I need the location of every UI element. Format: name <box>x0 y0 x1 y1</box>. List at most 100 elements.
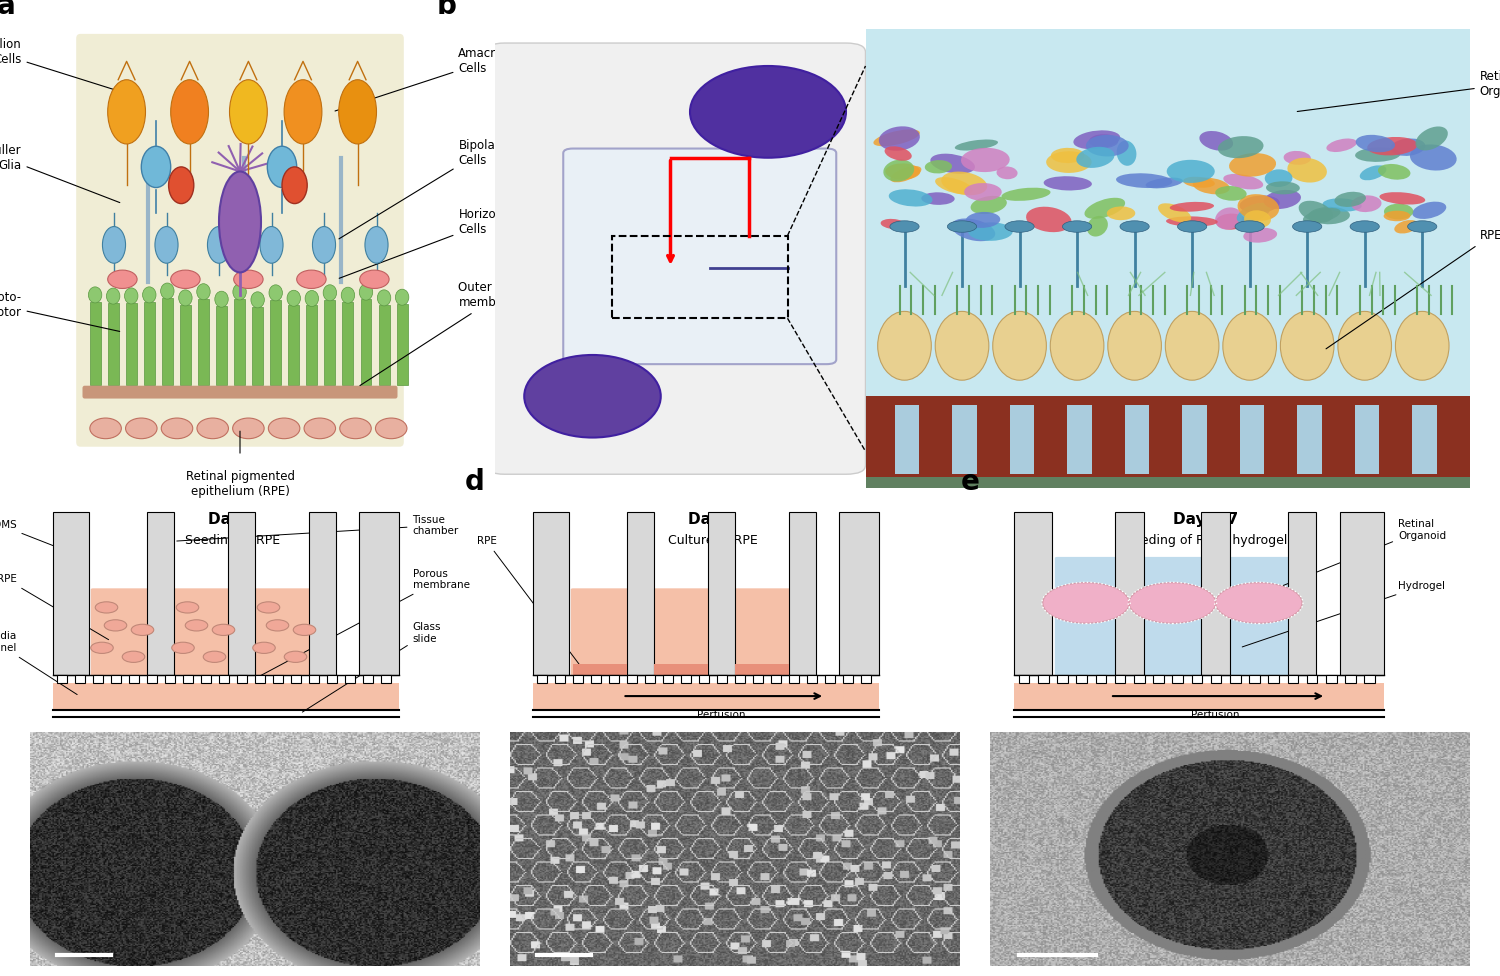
Ellipse shape <box>1323 198 1362 212</box>
Bar <box>216 306 226 385</box>
Bar <box>735 664 789 674</box>
Ellipse shape <box>878 311 932 381</box>
Text: c: c <box>0 468 2 496</box>
Text: RPE: RPE <box>477 536 580 666</box>
Bar <box>234 299 244 385</box>
FancyBboxPatch shape <box>486 43 866 474</box>
Text: Photo-
receptor: Photo- receptor <box>0 291 120 332</box>
Ellipse shape <box>214 291 228 307</box>
Ellipse shape <box>1366 137 1417 155</box>
Ellipse shape <box>251 292 264 307</box>
Bar <box>573 674 584 682</box>
Bar <box>1326 674 1336 682</box>
Ellipse shape <box>993 311 1047 381</box>
Bar <box>1354 405 1380 474</box>
Bar <box>699 674 709 682</box>
Ellipse shape <box>1088 216 1108 236</box>
Ellipse shape <box>1116 141 1137 166</box>
Ellipse shape <box>1167 160 1215 183</box>
Ellipse shape <box>1166 311 1219 381</box>
Bar <box>865 29 1470 488</box>
Text: Perfusion: Perfusion <box>698 710 746 719</box>
Bar <box>126 303 136 385</box>
Ellipse shape <box>268 418 300 438</box>
Ellipse shape <box>1266 182 1300 194</box>
Bar <box>342 303 354 385</box>
Bar <box>1287 512 1317 674</box>
Bar <box>1014 512 1053 674</box>
Bar <box>1014 682 1383 710</box>
Bar <box>1058 674 1068 682</box>
Bar <box>1269 674 1280 682</box>
Ellipse shape <box>1215 186 1246 201</box>
Text: a: a <box>0 0 15 20</box>
Ellipse shape <box>284 80 322 143</box>
Ellipse shape <box>1410 144 1456 171</box>
Bar <box>1019 674 1029 682</box>
Bar <box>532 682 879 710</box>
Ellipse shape <box>966 212 1000 228</box>
Ellipse shape <box>230 80 267 143</box>
Circle shape <box>294 625 316 635</box>
Ellipse shape <box>1107 206 1136 221</box>
Bar <box>198 299 208 385</box>
Ellipse shape <box>1062 221 1092 232</box>
Bar <box>93 674 104 682</box>
Ellipse shape <box>1002 187 1050 201</box>
Ellipse shape <box>1170 202 1214 212</box>
Ellipse shape <box>921 192 954 205</box>
Bar <box>288 305 298 385</box>
Text: Perfusion: Perfusion <box>1191 710 1240 719</box>
Ellipse shape <box>297 270 326 289</box>
Ellipse shape <box>304 418 336 438</box>
Bar <box>252 306 262 385</box>
Ellipse shape <box>1284 151 1311 165</box>
Ellipse shape <box>234 270 262 289</box>
Ellipse shape <box>1326 139 1358 152</box>
Bar <box>573 664 627 674</box>
Text: Porous
membrane: Porous membrane <box>258 569 470 677</box>
Bar <box>306 305 318 385</box>
FancyBboxPatch shape <box>651 589 711 675</box>
Ellipse shape <box>1378 164 1410 180</box>
Ellipse shape <box>360 270 388 289</box>
Ellipse shape <box>160 283 174 299</box>
Ellipse shape <box>880 219 906 229</box>
Bar <box>111 674 122 682</box>
Bar <box>627 512 654 674</box>
Ellipse shape <box>1050 311 1104 381</box>
Text: Müller
Glia: Müller Glia <box>0 143 120 203</box>
Ellipse shape <box>1120 221 1149 232</box>
Ellipse shape <box>1224 174 1263 189</box>
Ellipse shape <box>1026 207 1071 232</box>
Bar <box>219 674 230 682</box>
Ellipse shape <box>1263 190 1300 209</box>
Text: e: e <box>962 468 980 496</box>
Text: b: b <box>436 0 456 20</box>
Bar <box>1182 405 1206 474</box>
Bar <box>532 512 568 674</box>
Ellipse shape <box>879 126 920 150</box>
Bar <box>537 674 548 682</box>
Bar <box>1306 674 1317 682</box>
Bar <box>865 396 1470 488</box>
Ellipse shape <box>930 153 975 174</box>
Bar <box>789 512 816 674</box>
Circle shape <box>96 602 117 613</box>
Ellipse shape <box>162 418 192 438</box>
Ellipse shape <box>340 418 372 438</box>
Ellipse shape <box>934 177 974 194</box>
Ellipse shape <box>1395 311 1449 381</box>
Ellipse shape <box>968 223 1012 241</box>
Ellipse shape <box>124 288 138 304</box>
Bar <box>1210 674 1221 682</box>
Bar <box>627 674 638 682</box>
Text: Retinal
Organoid: Retinal Organoid <box>1242 519 1446 602</box>
Bar <box>1250 674 1260 682</box>
Bar <box>1365 674 1376 682</box>
Text: Day 1: Day 1 <box>688 512 736 527</box>
Text: Amacrine
Cells: Amacrine Cells <box>334 48 514 111</box>
Ellipse shape <box>1350 221 1380 232</box>
Bar <box>309 512 336 674</box>
Bar <box>861 674 871 682</box>
